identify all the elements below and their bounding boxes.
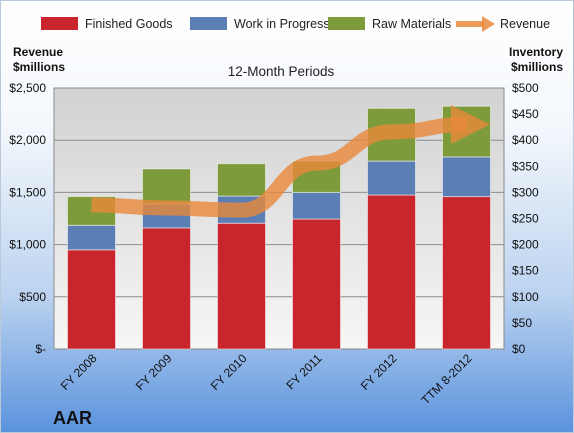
- revenue-line: [91, 105, 490, 218]
- left-axis-ticks: $- $500 $1,000 $1,500 $2,000 $2,500: [9, 81, 46, 356]
- right-axis-title-line2: $millions: [511, 60, 563, 74]
- brand-label: AAR: [53, 408, 92, 428]
- left-axis-title-line1: Revenue: [13, 45, 63, 59]
- bar-finished-goods: [217, 222, 266, 350]
- left-tick-label: $2,500: [9, 81, 46, 95]
- legend-arrow-revenue: [482, 16, 495, 32]
- bar-finished-goods: [67, 249, 116, 350]
- category-label: FY 2010: [208, 351, 250, 393]
- legend-swatch-finished-goods: [41, 17, 78, 30]
- bar-work-in-progress: [292, 191, 341, 220]
- legend-swatch-raw-materials: [328, 17, 365, 30]
- category-labels: FY 2008 FY 2009 FY 2010 FY 2011 FY 2012 TTM 8…: [58, 351, 475, 407]
- category-label: FY 2011: [283, 351, 324, 392]
- right-axis-title-line1: Inventory: [509, 45, 563, 59]
- right-tick-label: $200: [512, 238, 539, 252]
- revenue-line-group: [91, 105, 490, 218]
- right-tick-label: $100: [512, 290, 539, 304]
- bar-work-in-progress: [367, 160, 416, 196]
- bar-raw-materials: [217, 163, 266, 197]
- category-label: FY 2009: [133, 351, 175, 393]
- bar-finished-goods: [367, 194, 416, 350]
- right-tick-label: $450: [512, 107, 539, 121]
- right-tick-label: $250: [512, 212, 539, 226]
- left-tick-label: $2,000: [9, 133, 46, 147]
- bar-finished-goods: [142, 227, 191, 350]
- bar-work-in-progress: [442, 156, 491, 198]
- right-tick-label: $0: [512, 342, 526, 356]
- right-tick-label: $500: [512, 81, 539, 95]
- bar-work-in-progress: [67, 224, 116, 251]
- legend: Finished Goods Work in Progress Raw Materi…: [41, 16, 550, 32]
- category-label: TTM 8-2012: [419, 351, 475, 407]
- right-tick-label: $400: [512, 133, 539, 147]
- legend-label-revenue: Revenue: [500, 17, 550, 31]
- bar-finished-goods: [292, 218, 341, 350]
- left-tick-label: $1,500: [9, 185, 46, 199]
- right-tick-label: $350: [512, 159, 539, 173]
- chart-subtitle: 12-Month Periods: [228, 64, 335, 79]
- right-tick-label: $150: [512, 264, 539, 278]
- legend-label-work-in-progress: Work in Progress: [234, 17, 330, 31]
- right-tick-label: $50: [512, 316, 532, 330]
- right-axis-ticks: $0 $50 $100 $150 $200 $250 $300 $350 $400 $450 $50…: [512, 81, 539, 356]
- legend-label-raw-materials: Raw Materials: [372, 17, 451, 31]
- bar-raw-materials: [142, 168, 191, 205]
- legend-swatch-work-in-progress: [190, 17, 227, 30]
- bar-finished-goods: [442, 196, 491, 350]
- right-tick-label: $300: [512, 185, 539, 199]
- category-label: FY 2012: [358, 351, 400, 393]
- left-axis-title-line2: $millions: [13, 60, 65, 74]
- left-tick-label: $1,000: [9, 238, 46, 252]
- left-tick-label: $500: [19, 290, 46, 304]
- left-tick-label: $-: [35, 342, 46, 356]
- legend-label-finished-goods: Finished Goods: [85, 17, 173, 31]
- category-label: FY 2008: [58, 351, 100, 393]
